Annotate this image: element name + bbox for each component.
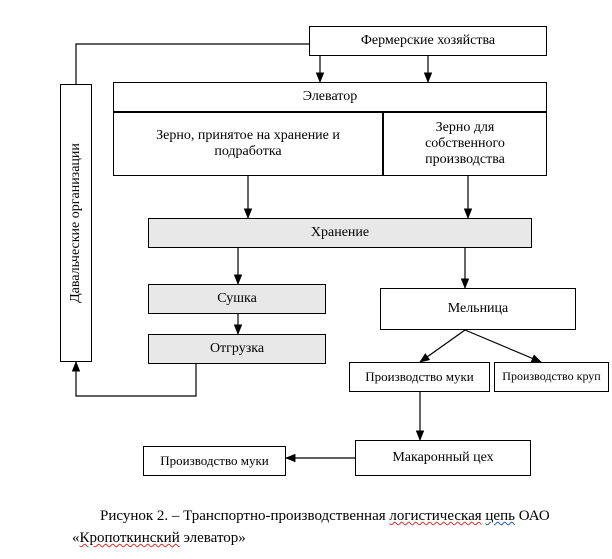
node-shipment: Отгрузка	[148, 334, 326, 364]
figure-caption-line1: Рисунок 2. – Транспортно-производственна…	[100, 508, 550, 525]
node-storage: Хранение	[148, 218, 532, 248]
node-mill: Мельница	[380, 288, 576, 330]
caption-text: Рисунок 2. – Транспортно-производственна…	[100, 508, 389, 524]
node-label: Отгрузка	[210, 341, 264, 357]
node-groats: Производство круп	[494, 362, 609, 392]
node-tolling: Давальческие организации	[60, 84, 92, 362]
node-grain-store: Зерно, принятое на хранение и подработка	[113, 112, 383, 176]
caption-text: логистическая	[389, 508, 481, 524]
node-elevator-title: Элеватор	[113, 82, 547, 112]
node-label: Производство муки	[365, 370, 474, 385]
node-label: Фермерские хозяйства	[361, 33, 495, 49]
node-label: Зерно, принятое на хранение и подработка	[156, 128, 340, 160]
node-flour1: Производство муки	[349, 362, 490, 392]
node-label: Зерно для собственного производства	[425, 120, 505, 168]
node-label: Элеватор	[303, 89, 357, 105]
node-label: Давальческие организации	[68, 143, 84, 303]
caption-text: ОАО	[515, 508, 550, 524]
caption-text: элеватор»	[180, 530, 246, 546]
node-pasta: Макаронный цех	[355, 440, 531, 476]
node-label: Макаронный цех	[392, 450, 493, 466]
caption-text: Кропоткинский	[80, 530, 180, 546]
node-label: Хранение	[311, 225, 369, 241]
node-label: Сушка	[217, 291, 257, 307]
node-label: Производство круп	[502, 370, 600, 384]
node-grain-own: Зерно для собственного производства	[383, 112, 547, 176]
node-label: Мельница	[448, 301, 509, 317]
node-farmers: Фермерские хозяйства	[309, 26, 547, 56]
node-label: Производство муки	[160, 454, 269, 469]
diagram-canvas: Фермерские хозяйства Элеватор Зерно, при…	[0, 0, 612, 559]
caption-text: «	[72, 530, 80, 546]
caption-text: цепь	[485, 508, 515, 524]
node-drying: Сушка	[148, 284, 326, 314]
node-flour2: Производство муки	[143, 446, 286, 476]
figure-caption-line2: «Кропоткинский элеватор»	[72, 530, 246, 547]
